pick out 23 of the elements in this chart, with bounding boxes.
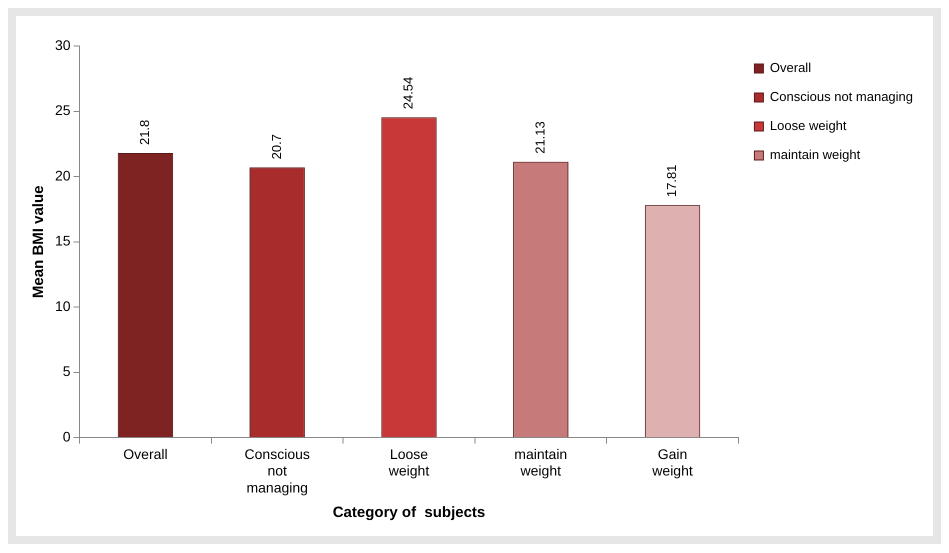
- legend-label: maintain weight: [770, 147, 861, 162]
- data-label: 21.8: [137, 120, 152, 146]
- x-tick-label: Overall: [123, 446, 168, 462]
- data-label: 20.7: [268, 134, 284, 160]
- x-tick-label: Loose weight: [388, 446, 430, 479]
- y-tick-label: 0: [62, 428, 71, 444]
- data-label: 17.81: [664, 164, 680, 198]
- y-axis-title: Mean BMI value: [30, 186, 48, 298]
- data-label: 21.13: [532, 121, 548, 154]
- x-tick-label: maintain weight: [514, 446, 568, 479]
- y-tick-label: 15: [54, 232, 71, 249]
- y-tick-label: 20: [54, 167, 71, 184]
- data-label: 24.54: [400, 76, 416, 110]
- x-tick-label: Gain weight: [651, 446, 693, 479]
- x-axis-title: Category of subjects: [332, 504, 486, 522]
- x-tick-label: Conscious not managing: [244, 446, 310, 496]
- y-tick-label: 30: [54, 36, 71, 53]
- y-tick-label: 10: [54, 298, 71, 314]
- y-tick-label: 5: [62, 363, 71, 380]
- legend-label: Overall: [770, 60, 812, 76]
- legend-label: Conscious not managing: [770, 89, 914, 104]
- legend-label: Loose weight: [770, 118, 847, 134]
- y-tick-label: 25: [54, 102, 71, 118]
